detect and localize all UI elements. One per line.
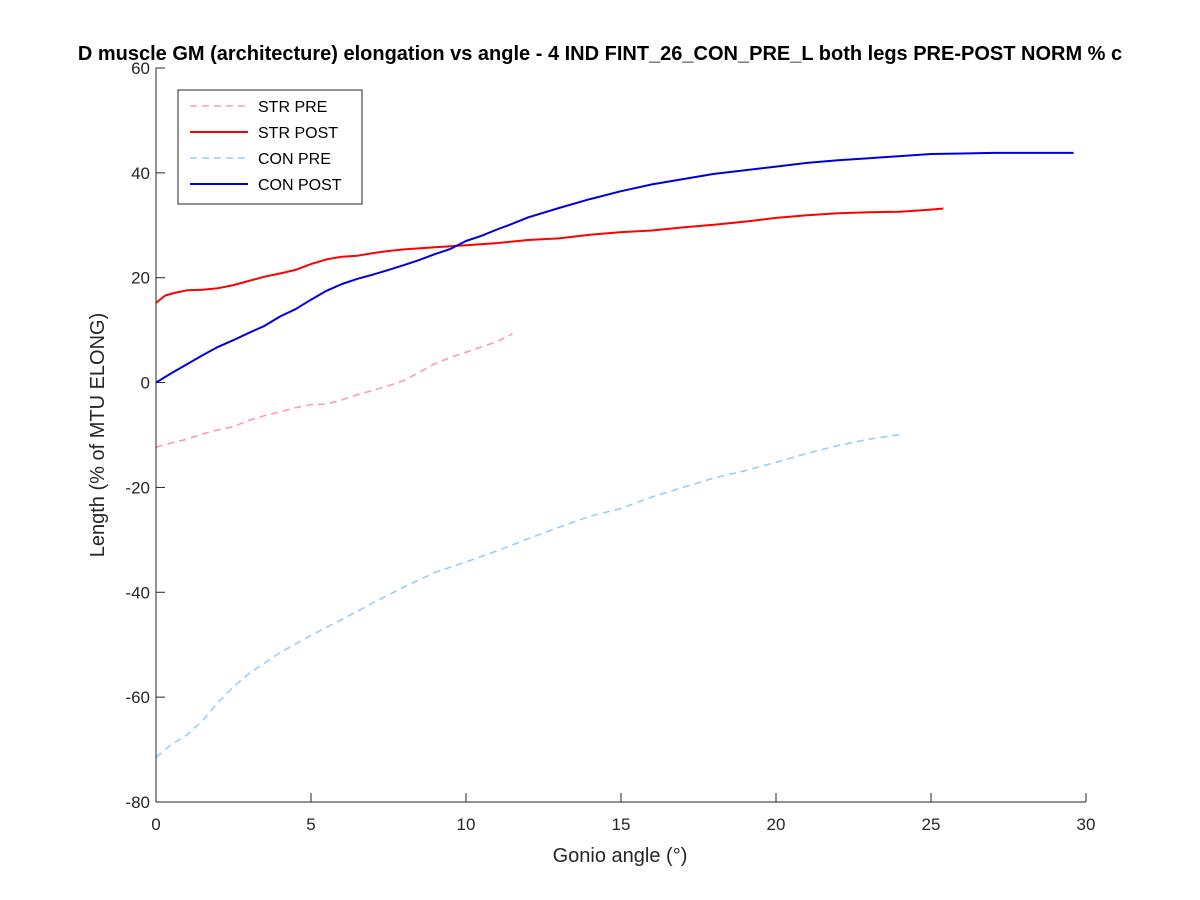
y-tick-label: 60 [131,59,150,78]
y-tick-label: -80 [125,793,150,812]
x-axis-label: Gonio angle (°) [553,845,688,867]
x-tick-label: 10 [457,815,476,834]
x-tick-label: 5 [306,815,315,834]
x-tick-label: 0 [151,815,160,834]
series-line-str-pre [155,333,513,448]
series-line-str-post [155,207,944,304]
series-line-con-pre [155,433,901,759]
y-tick-label: -20 [125,478,150,497]
y-tick-label: -60 [125,688,150,707]
series-layer [155,151,1074,759]
x-tick-label: 15 [612,815,631,834]
legend-label-str-post: STR POST [258,125,338,142]
legend-label-str-pre: STR PRE [258,99,327,116]
legend-label-con-pre: CON PRE [258,151,331,168]
y-tick-label: 20 [131,269,150,288]
axes-layer: 0 5 10 15 20 25 30 -80 -60 -40 -20 0 20 40 60 [125,59,1095,834]
series-line-con-post [155,151,1074,384]
y-tick-label: 40 [131,164,150,183]
y-axis-label: Length (% of MTU ELONG) [87,313,109,558]
y-tick-label: 0 [141,374,150,393]
y-tick-label: -40 [125,583,150,602]
x-tick-label: 30 [1077,815,1096,834]
x-tick-label: 20 [767,815,786,834]
x-tick-label: 25 [922,815,941,834]
legend: STR PRE STR POST CON PRE CON POST [177,89,363,205]
legend-label-con-post: CON POST [258,177,342,194]
chart-title: D muscle GM (architecture) elongation vs… [78,43,1122,65]
